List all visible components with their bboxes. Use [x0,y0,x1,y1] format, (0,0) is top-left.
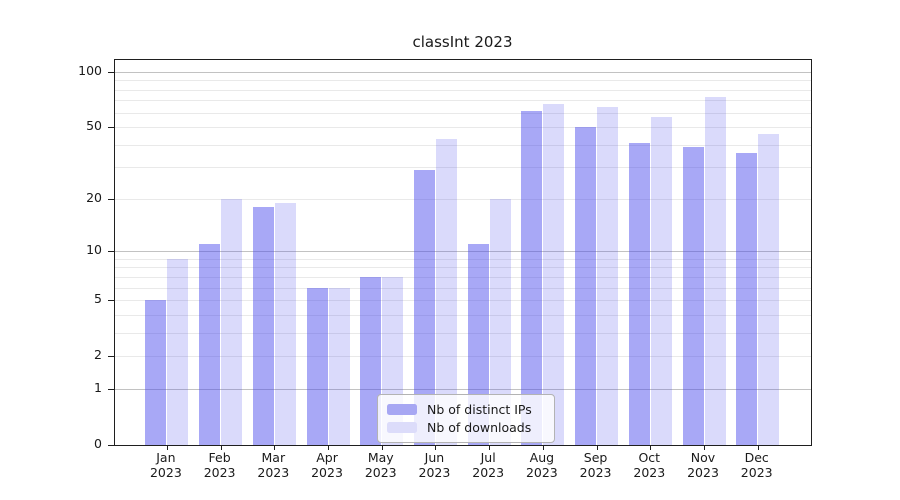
bar-downloads [221,198,243,445]
bar-distinct-ips [252,206,274,445]
x-tick-label: Jan 2023 [149,450,182,480]
bar-distinct-ips [360,276,382,445]
x-tick [328,445,330,450]
y-tick [108,127,114,128]
x-tick-label: May 2023 [364,450,397,480]
gridline-major [115,251,811,253]
gridline-major [115,389,811,391]
legend-swatch-downloads [387,422,417,433]
gridline-minor [115,333,811,335]
bar-downloads [758,133,780,445]
legend: Nb of distinct IPs Nb of downloads [377,394,555,443]
x-tick-label: Nov 2023 [687,450,719,480]
gridline-minor [115,267,811,269]
gridline-minor [115,127,811,128]
bar-distinct-ips [736,152,758,445]
y-tick [108,300,114,302]
y-tick [108,445,114,447]
x-tick [166,445,168,450]
gridline-minor [115,258,811,260]
y-tick [108,198,114,200]
y-tick-label: 10 [86,242,102,258]
gridline-minor [115,80,811,82]
y-tick [108,356,114,358]
y-tick-label: 50 [86,118,102,133]
bar-downloads [704,96,726,445]
x-tick [220,445,222,450]
bar-downloads [274,202,296,445]
gridline-minor [115,112,811,114]
x-tick-label: Aug 2023 [525,450,558,480]
gridline-minor [115,144,811,146]
y-tick-label: 2 [94,347,102,363]
bar-downloads [597,107,619,445]
x-tick-label: Jul 2023 [472,450,505,480]
x-tick [381,445,383,450]
y-tick [108,251,114,253]
gridline-minor [115,315,811,316]
x-tick-label: Oct 2023 [633,450,666,480]
chart-title: classInt 2023 [412,33,513,51]
x-tick [596,445,598,450]
gridline-minor [115,89,811,91]
x-tick-label: Mar 2023 [257,450,290,480]
bar-distinct-ips [306,287,328,445]
x-tick-label: Apr 2023 [311,450,343,480]
gridline-minor [115,276,811,278]
x-tick [704,445,705,450]
bar-downloads [489,198,511,445]
x-tick [650,445,652,450]
y-tick [108,71,114,73]
x-tick-label: Sep 2023 [579,450,612,480]
bar-downloads [543,103,565,445]
gridline-minor [115,356,811,358]
bar-distinct-ips [145,300,167,445]
x-tick [542,445,544,450]
gridline-minor [115,300,811,302]
legend-label-downloads: Nb of downloads [427,420,532,435]
bar-distinct-ips [628,142,650,445]
gridline-major [115,71,811,73]
bar-distinct-ips [575,127,597,445]
gridline-minor [115,287,811,289]
y-tick-label: 0 [94,436,102,452]
legend-label-distinct-ips: Nb of distinct IPs [427,402,532,417]
plot-area: Nb of distinct IPs Nb of downloads [108,59,812,450]
y-tick-label: 100 [78,62,102,78]
legend-swatch-distinct-ips [387,404,417,415]
gridline-minor [115,100,811,102]
gridline-minor [115,167,811,169]
x-tick [435,445,437,450]
x-tick [274,445,276,450]
legend-item-downloads: Nb of downloads [378,420,554,435]
y-tick-label: 1 [94,380,102,396]
bar-downloads [328,287,350,445]
bar-downloads [650,116,672,445]
bar-distinct-ips [682,146,704,445]
x-tick [489,445,491,450]
x-tick [757,445,759,450]
bar-downloads [435,138,457,445]
bar-distinct-ips [413,169,435,445]
legend-item-distinct-ips: Nb of distinct IPs [378,402,554,417]
y-tick [108,389,114,391]
bar-distinct-ips [521,111,543,445]
bar-distinct-ips [199,244,221,445]
y-tick-label: 5 [94,291,102,307]
x-tick-label: Feb 2023 [203,450,236,480]
y-tick-label: 20 [86,189,102,205]
bar-downloads [167,258,189,445]
x-tick-label: Jun 2023 [418,450,451,480]
x-tick-label: Dec 2023 [740,450,773,480]
gridline-minor [115,198,811,200]
